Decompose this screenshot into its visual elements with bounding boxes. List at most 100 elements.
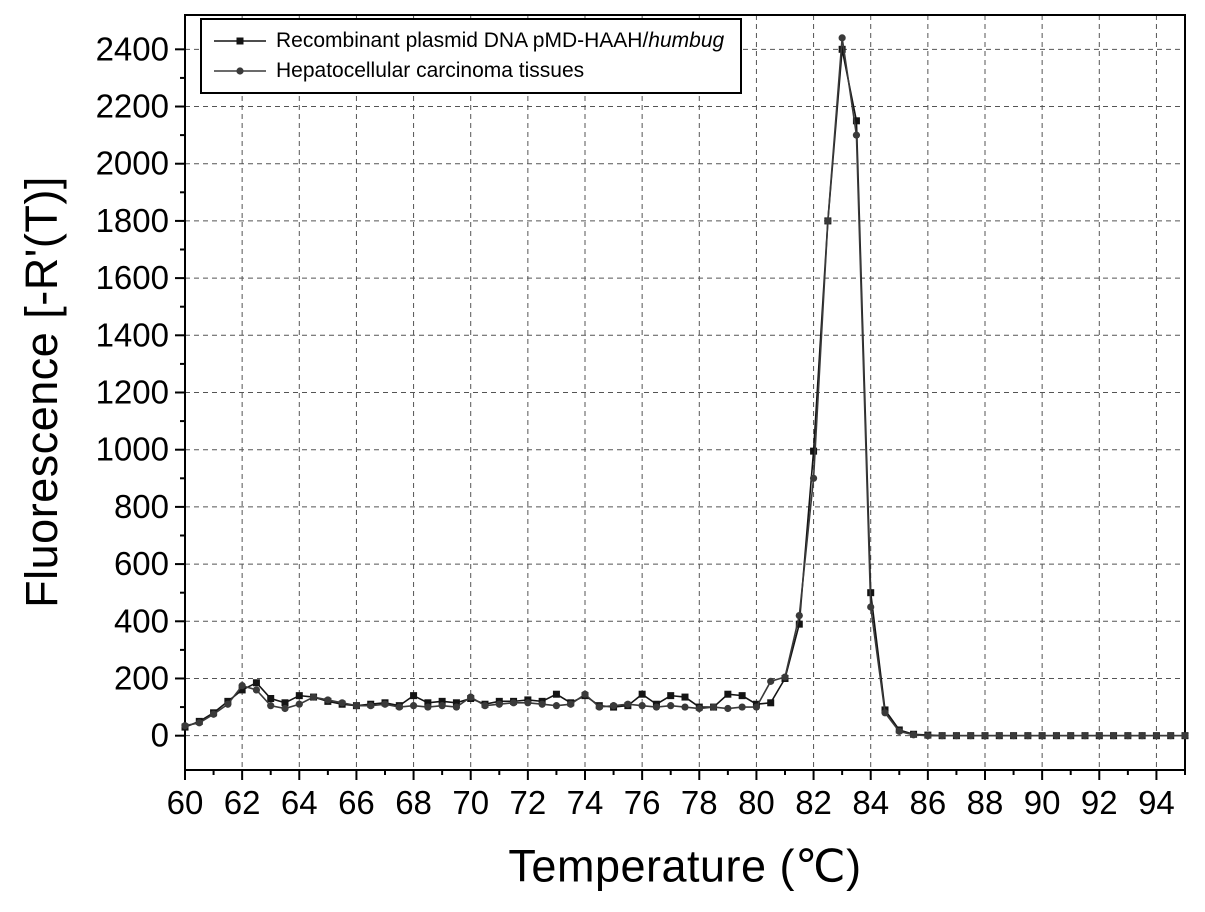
svg-text:72: 72 [510,784,547,821]
circle-marker-icon [1038,732,1046,740]
series-circle [181,34,1189,740]
svg-text:60: 60 [167,784,204,821]
svg-text:400: 400 [114,602,169,639]
square-marker-icon [424,699,432,707]
svg-text:68: 68 [395,784,432,821]
circle-marker-icon [224,700,232,708]
circle-marker-icon [752,703,761,711]
circle-marker-icon [238,682,246,690]
circle-marker-icon [824,217,832,225]
circle-marker-icon [881,709,889,717]
svg-text:600: 600 [114,545,169,582]
svg-text:94: 94 [1138,784,1175,821]
circle-marker-icon [181,722,189,730]
circle-marker-icon [267,702,275,710]
circle-marker-icon [895,727,903,735]
svg-text:86: 86 [910,784,947,821]
svg-text:80: 80 [738,784,775,821]
circle-marker-icon [952,732,961,740]
svg-text:88: 88 [967,784,1004,821]
circle-marker-icon [367,702,375,710]
circle-marker-icon [609,702,618,710]
circle-marker-icon [995,732,1003,740]
circle-marker-icon [538,700,546,708]
square-marker-icon [738,692,746,700]
legend-label: Hepatocellular carcinoma tissues [276,59,585,82]
svg-text:62: 62 [224,784,261,821]
circle-marker-icon [1052,732,1061,740]
circle-marker-icon [409,702,418,710]
circle-marker-icon [1181,732,1189,740]
circle-marker-icon [195,719,203,727]
square-marker-icon [552,690,560,698]
circle-marker-icon [809,474,818,482]
square-marker-icon [452,699,460,707]
square-marker-icon [295,692,303,700]
circle-marker-icon [424,703,432,711]
circle-marker-icon [452,703,461,711]
circle-marker-icon [1081,732,1089,740]
circle-marker-icon [924,732,932,740]
svg-text:2000: 2000 [96,145,169,182]
circle-marker-icon [795,611,803,620]
square-marker-icon [667,692,675,700]
legend-marker-circle-icon [214,67,266,75]
svg-text:90: 90 [1024,784,1061,821]
circle-marker-icon [1138,732,1146,740]
square-marker-icon [281,699,289,707]
svg-text:64: 64 [281,784,318,821]
circle-marker-icon [438,702,446,710]
circle-marker-icon [1067,732,1075,740]
x-tick-labels: 60 62 64 66 68 70 72 74 76 78 80 82 84 86 88 90 92 94 [167,784,1175,821]
circle-marker-icon [595,703,603,711]
circle-marker-icon [667,702,675,710]
circle-marker-icon [509,699,518,707]
y-axis-title: Fluorescence [-R'(T)] [16,176,67,608]
axis-ticks [175,48,1186,780]
legend-label: Recombinant plasmid DNA pMD-HAAH/humbug [276,29,725,52]
circle-marker-icon [524,699,532,707]
series-line [184,37,1185,737]
svg-text:76: 76 [624,784,661,821]
square-marker-icon [810,447,818,455]
circle-marker-icon [738,703,746,711]
svg-text:1600: 1600 [96,259,169,296]
square-marker-icon [438,697,446,705]
svg-text:0: 0 [151,717,169,754]
circle-marker-icon [767,677,775,685]
circle-marker-icon [909,731,918,739]
square-marker-icon [410,692,418,700]
circle-marker-icon [724,704,732,713]
circle-marker-icon [252,686,261,694]
circle-marker-icon [281,704,289,713]
square-marker-icon [638,690,646,698]
circle-marker-icon [1009,732,1018,740]
svg-text:1400: 1400 [96,316,169,353]
svg-text:1800: 1800 [96,202,169,239]
gridlines [185,15,1185,770]
svg-text:82: 82 [795,784,832,821]
square-marker-icon [724,690,732,698]
circle-marker-icon [552,702,561,710]
svg-text:74: 74 [567,784,604,821]
square-marker-icon [267,695,275,702]
svg-text:92: 92 [1081,784,1118,821]
x-axis-title: Temperature (℃) [508,840,862,892]
legend-item: Recombinant plasmid DNA pMD-HAAH/humbug [214,26,724,56]
svg-text:1000: 1000 [96,431,169,468]
svg-text:2200: 2200 [96,88,169,125]
square-marker-icon [838,45,846,53]
circle-marker-icon [967,732,975,740]
svg-text:200: 200 [114,659,169,696]
circle-marker-icon [981,732,989,740]
legend-marker-square-icon [214,37,266,45]
square-marker-icon [681,693,689,701]
circle-marker-icon [495,700,503,708]
circle-marker-icon [681,703,689,711]
circle-marker-icon [1109,732,1118,740]
circle-marker-icon [781,673,789,681]
circle-marker-icon [381,700,389,708]
svg-text:1200: 1200 [96,374,169,411]
